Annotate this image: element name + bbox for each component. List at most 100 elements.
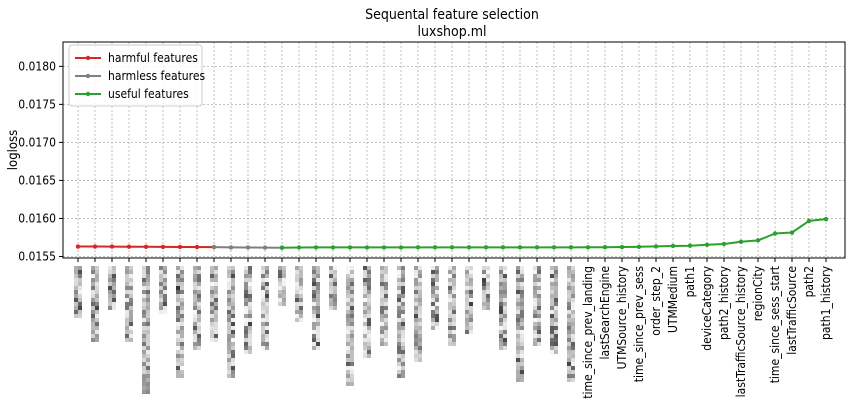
data-point-useful-features	[449, 245, 455, 250]
data-point-useful-features	[602, 245, 608, 250]
x-tick-label: time_since_prev_sess	[632, 266, 646, 383]
y-tick-label: 0.0160	[18, 211, 56, 225]
data-point-harmful-features	[126, 244, 132, 249]
data-point-useful-features	[670, 243, 676, 249]
data-point-useful-features	[381, 245, 387, 250]
data-point-harmless-features	[211, 244, 217, 250]
chart-subtitle: luxshop.ml	[418, 24, 487, 40]
obfuscated-x-label	[448, 266, 456, 346]
obfuscated-x-label	[193, 266, 201, 350]
data-point-harmful-features	[194, 244, 200, 250]
obfuscated-x-label	[414, 266, 422, 362]
legend-marker-useful-features	[85, 91, 91, 97]
obfuscated-x-label	[91, 266, 99, 342]
obfuscated-x-label	[295, 266, 303, 322]
plot-area-frame	[62, 41, 846, 259]
obfuscated-x-label	[227, 266, 235, 378]
legend-label-harmless-features: harmless features	[108, 69, 205, 83]
x-tick-label: path2_history	[717, 265, 731, 340]
y-tick-label: 0.0180	[18, 59, 56, 73]
data-point-harmful-features	[92, 244, 98, 249]
obfuscated-x-label	[108, 266, 116, 310]
obfuscated-x-label	[533, 266, 541, 346]
obfuscated-x-label	[363, 266, 371, 358]
x-tick-label: deviceCategory	[700, 265, 714, 350]
obfuscated-x-label	[142, 266, 150, 394]
data-point-useful-features	[636, 244, 642, 250]
data-point-harmless-features	[245, 245, 251, 250]
obfuscated-x-label	[550, 266, 558, 354]
obfuscated-x-label	[431, 266, 439, 330]
data-point-useful-features	[398, 245, 404, 250]
x-tick-label: lastSearchEngine	[598, 266, 612, 360]
data-point-useful-features	[704, 242, 710, 247]
data-point-useful-features	[483, 245, 489, 250]
blurred-x-labels	[74, 266, 575, 394]
series-lines	[75, 216, 829, 250]
data-point-useful-features	[619, 244, 625, 250]
x-tick-label: order_step_2	[649, 266, 663, 336]
legend-marker-harmless-features	[85, 73, 91, 79]
data-point-useful-features	[568, 245, 574, 250]
obfuscated-x-label	[176, 266, 184, 378]
data-point-useful-features	[500, 245, 506, 250]
data-point-useful-features	[653, 244, 659, 249]
data-point-useful-features	[687, 243, 693, 248]
legend-label-useful-features: useful features	[108, 87, 189, 101]
data-point-useful-features	[772, 231, 778, 236]
legend-marker-harmful-features	[85, 55, 91, 61]
legend: harmful features harmless features useful …	[68, 44, 205, 107]
chart-title: Sequental feature selection	[365, 7, 539, 23]
data-point-harmless-features	[228, 245, 234, 250]
data-point-useful-features	[806, 218, 812, 224]
x-tick-label: path2	[802, 266, 816, 297]
data-point-useful-features	[755, 238, 761, 243]
data-point-useful-features	[738, 239, 744, 244]
x-tick-label: time_since_sess_start	[768, 266, 782, 383]
x-tick-label: UTMSource_history	[615, 265, 629, 369]
x-tick-label: lastTrafficSource	[785, 266, 799, 355]
obfuscated-x-label	[210, 266, 218, 342]
data-point-harmful-features	[109, 244, 115, 249]
data-point-harmless-features	[262, 245, 268, 250]
obfuscated-x-label	[278, 266, 286, 306]
obfuscated-x-label	[465, 266, 473, 334]
data-point-useful-features	[721, 241, 727, 247]
obfuscated-x-label	[125, 266, 133, 342]
obfuscated-x-label	[516, 266, 524, 382]
data-point-useful-features	[279, 245, 285, 250]
x-tick-label: path1_history	[819, 265, 833, 340]
x-tick-label: path1	[683, 266, 697, 297]
y-tick-label: 0.0165	[18, 173, 56, 187]
data-point-useful-features	[789, 230, 795, 235]
legend-label-harmful-features: harmful features	[108, 51, 198, 65]
x-tick-label: UTMMedium	[666, 266, 680, 333]
obfuscated-x-label	[499, 266, 507, 350]
y-tick-label: 0.0175	[18, 97, 56, 111]
data-point-useful-features	[585, 245, 591, 250]
data-point-harmful-features	[160, 244, 166, 250]
y-axis: 0.0155 0.0160 0.0165 0.0170 0.0175 0.0180	[18, 59, 63, 263]
data-point-harmful-features	[143, 244, 149, 250]
x-tick-label: time_since_prev_landing	[581, 266, 595, 399]
data-point-useful-features	[534, 245, 540, 250]
obfuscated-x-label	[261, 266, 269, 350]
obfuscated-x-label	[397, 266, 405, 378]
x-tick-label: lastTrafficSource_history	[734, 265, 748, 397]
data-point-useful-features	[296, 245, 302, 250]
data-point-useful-features	[364, 245, 370, 250]
data-point-useful-features	[313, 245, 319, 250]
y-axis-label: logloss	[6, 130, 21, 170]
obfuscated-x-label	[74, 266, 82, 318]
data-point-useful-features	[551, 245, 557, 250]
obfuscated-x-label	[346, 266, 354, 386]
data-point-useful-features	[466, 245, 472, 250]
legend-box	[68, 44, 203, 107]
obfuscated-x-label	[244, 266, 252, 354]
data-point-harmful-features	[177, 244, 183, 250]
obfuscated-x-label	[329, 266, 337, 310]
obfuscated-x-label	[567, 266, 575, 382]
obfuscated-x-label	[380, 266, 388, 346]
